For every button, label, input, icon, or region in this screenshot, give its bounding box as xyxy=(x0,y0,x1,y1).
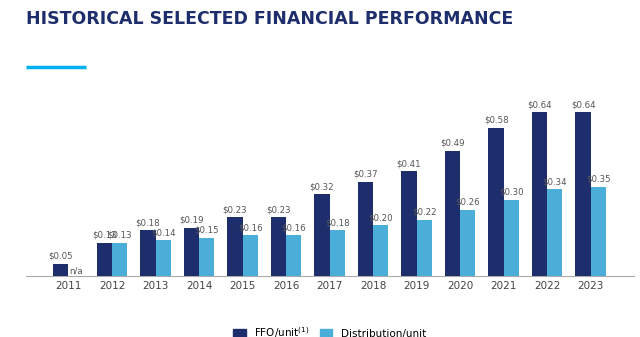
Bar xyxy=(184,228,199,276)
Bar xyxy=(227,217,243,276)
Text: $0.16: $0.16 xyxy=(282,223,306,232)
Text: $0.19: $0.19 xyxy=(179,216,204,224)
Text: n/a: n/a xyxy=(69,266,83,275)
Text: $0.18: $0.18 xyxy=(136,218,160,227)
Text: $0.35: $0.35 xyxy=(586,175,611,184)
Bar xyxy=(330,230,345,276)
Text: $0.32: $0.32 xyxy=(310,182,334,191)
Text: $0.16: $0.16 xyxy=(238,223,262,232)
Bar xyxy=(488,128,504,276)
Bar xyxy=(532,113,547,276)
Bar xyxy=(243,235,258,276)
Bar xyxy=(373,225,388,276)
Bar xyxy=(112,243,127,276)
Bar xyxy=(156,241,171,276)
Bar xyxy=(445,151,460,276)
Text: $0.14: $0.14 xyxy=(151,228,175,237)
Bar xyxy=(314,194,330,276)
Bar xyxy=(460,210,476,276)
Text: $0.41: $0.41 xyxy=(397,159,421,168)
Bar xyxy=(547,189,563,276)
Bar xyxy=(271,217,286,276)
Text: HISTORICAL SELECTED FINANCIAL PERFORMANCE: HISTORICAL SELECTED FINANCIAL PERFORMANC… xyxy=(26,10,513,28)
Bar xyxy=(97,243,112,276)
Text: $0.15: $0.15 xyxy=(195,226,219,235)
Bar xyxy=(199,238,214,276)
Text: $0.13: $0.13 xyxy=(92,231,116,240)
Bar xyxy=(401,171,417,276)
Bar xyxy=(417,220,432,276)
Text: $0.49: $0.49 xyxy=(440,139,465,148)
Text: $0.20: $0.20 xyxy=(369,213,393,222)
Text: $0.64: $0.64 xyxy=(571,100,595,109)
Bar xyxy=(53,264,68,276)
Bar xyxy=(140,230,156,276)
Text: $0.34: $0.34 xyxy=(543,177,567,186)
Bar xyxy=(575,113,591,276)
Bar xyxy=(286,235,301,276)
Bar xyxy=(358,182,373,276)
Text: $0.22: $0.22 xyxy=(412,208,436,217)
Text: $0.18: $0.18 xyxy=(325,218,349,227)
Text: $0.58: $0.58 xyxy=(484,116,508,125)
Text: $0.23: $0.23 xyxy=(223,205,247,214)
Bar xyxy=(504,200,519,276)
Bar xyxy=(591,187,606,276)
Text: $0.37: $0.37 xyxy=(353,170,378,179)
Text: $0.13: $0.13 xyxy=(108,231,132,240)
Text: $0.64: $0.64 xyxy=(527,100,552,109)
Text: $0.26: $0.26 xyxy=(456,198,480,207)
Text: $0.23: $0.23 xyxy=(266,205,291,214)
Text: $0.30: $0.30 xyxy=(499,187,524,196)
Legend: FFO/unit$^{(1)}$, Distribution/unit: FFO/unit$^{(1)}$, Distribution/unit xyxy=(229,321,430,337)
Text: $0.05: $0.05 xyxy=(49,251,73,261)
